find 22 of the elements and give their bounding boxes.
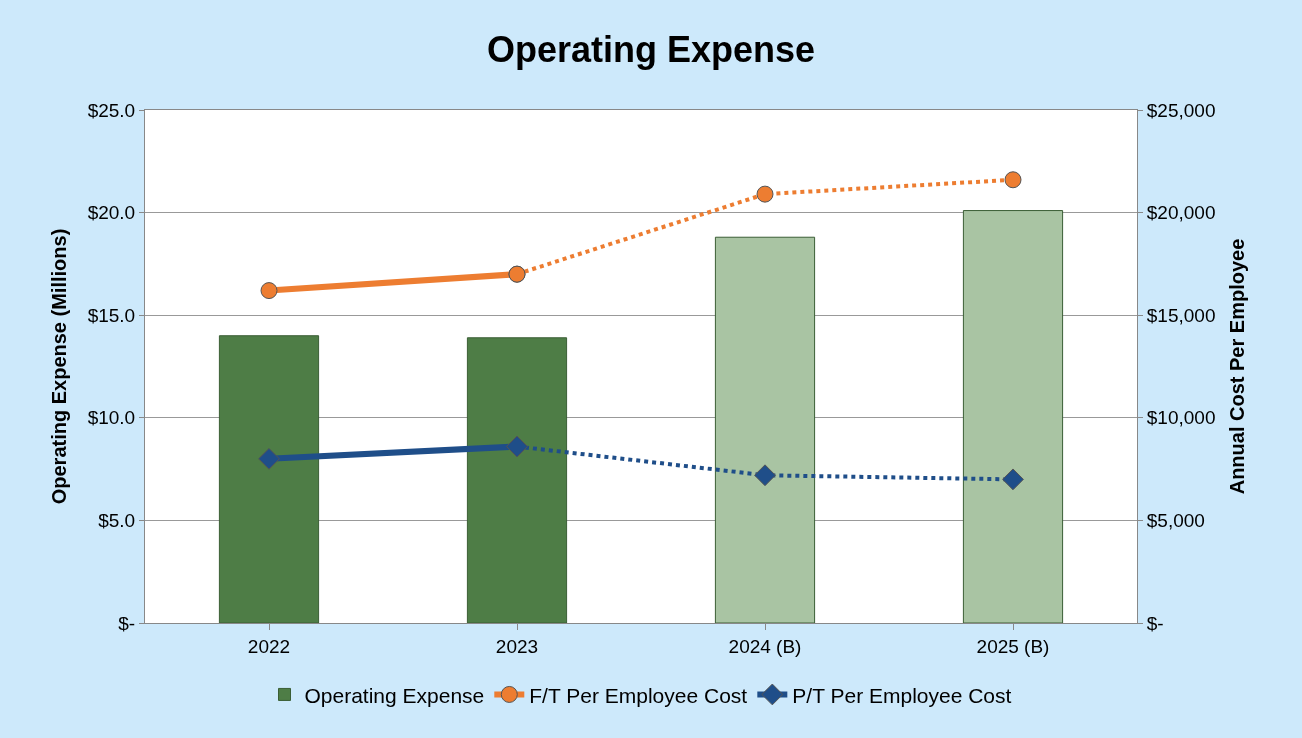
y2-tick-label: $10,000 — [1146, 407, 1216, 429]
y-tick-label: $10.0 — [87, 407, 136, 429]
legend-label: P/T Per Employee Cost — [792, 683, 1012, 707]
y2-axis-title: Annual Cost Per Employee — [1225, 238, 1248, 495]
chart-title: Operating Expense — [486, 29, 816, 71]
x-tick-label: 2022 — [247, 635, 291, 657]
legend-label: F/T Per Employee Cost — [529, 683, 748, 707]
y2-tick-label: $- — [1146, 612, 1164, 634]
x-tick-label: 2025 (B) — [976, 635, 1050, 657]
y2-tick-label: $15,000 — [1146, 304, 1216, 326]
x-tick-label: 2023 — [495, 635, 539, 657]
y-tick-label: $5.0 — [98, 510, 136, 532]
y-tick-label: $- — [118, 612, 136, 634]
y2-tick-label: $5,000 — [1146, 510, 1205, 532]
y-axis-title: Operating Expense (Millions) — [48, 228, 71, 505]
y2-tick-label: $20,000 — [1146, 202, 1216, 224]
y-tick-label: $15.0 — [87, 304, 136, 326]
y-tick-label: $20.0 — [87, 202, 136, 224]
legend-label: Operating Expense — [304, 683, 485, 707]
x-tick-label: 2024 (B) — [728, 635, 802, 657]
y2-tick-label: $25,000 — [1146, 99, 1216, 121]
y-tick-label: $25.0 — [87, 99, 136, 121]
